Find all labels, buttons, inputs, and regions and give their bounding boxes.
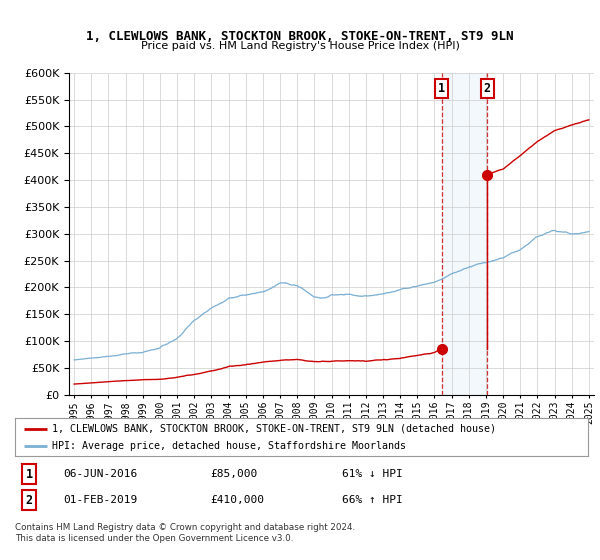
Text: 06-JUN-2016: 06-JUN-2016 [64, 469, 138, 479]
Text: £85,000: £85,000 [210, 469, 257, 479]
Text: Price paid vs. HM Land Registry's House Price Index (HPI): Price paid vs. HM Land Registry's House … [140, 41, 460, 51]
Text: 2: 2 [484, 82, 491, 95]
Text: 1: 1 [26, 468, 33, 480]
Text: £410,000: £410,000 [210, 495, 264, 505]
Text: HPI: Average price, detached house, Staffordshire Moorlands: HPI: Average price, detached house, Staf… [52, 441, 406, 451]
Bar [442, 73, 487, 395]
Text: 1, CLEWLOWS BANK, STOCKTON BROOK, STOKE-ON-TRENT, ST9 9LN: 1, CLEWLOWS BANK, STOCKTON BROOK, STOKE-… [86, 30, 514, 43]
Text: 61% ↓ HPI: 61% ↓ HPI [341, 469, 403, 479]
Text: 01-FEB-2019: 01-FEB-2019 [64, 495, 138, 505]
Text: 1: 1 [438, 82, 445, 95]
Text: 1, CLEWLOWS BANK, STOCKTON BROOK, STOKE-ON-TRENT, ST9 9LN (detached house): 1, CLEWLOWS BANK, STOCKTON BROOK, STOKE-… [52, 424, 496, 434]
Text: Contains HM Land Registry data © Crown copyright and database right 2024.
This d: Contains HM Land Registry data © Crown c… [15, 524, 355, 543]
Text: 2: 2 [26, 494, 33, 507]
Text: 66% ↑ HPI: 66% ↑ HPI [341, 495, 403, 505]
